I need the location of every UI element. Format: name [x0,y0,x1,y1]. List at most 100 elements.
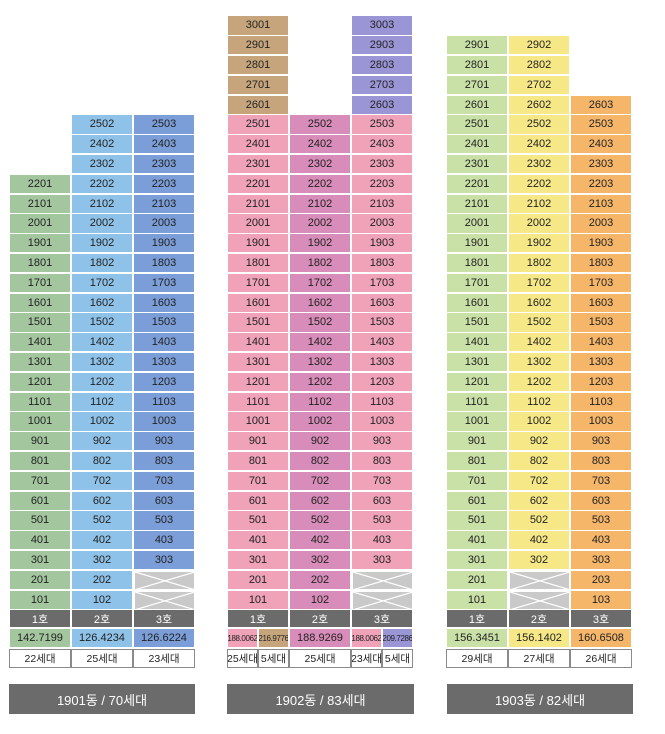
unit-cell[interactable]: 1303 [133,351,195,373]
unit-cell[interactable]: 2701 [227,74,289,95]
unit-cell[interactable]: 3001 [227,15,289,36]
unit-cell[interactable]: 1502 [289,312,351,333]
unit-cell[interactable]: 1401 [9,332,71,353]
unit-cell[interactable]: 2703 [351,74,413,95]
unit-cell[interactable]: 2901 [446,35,508,56]
unit-cell[interactable]: 401 [446,530,508,551]
unit-cell[interactable]: 2103 [133,193,195,214]
unit-cell[interactable]: 2702 [508,74,570,95]
unit-cell[interactable]: 1703 [133,272,195,293]
unit-cell[interactable]: 2802 [508,54,570,76]
unit-cell[interactable]: 2303 [351,153,413,175]
unit-cell[interactable]: 1603 [570,292,632,313]
unit-cell[interactable]: 2302 [508,153,570,175]
unit-cell[interactable]: 601 [446,490,508,511]
unit-cell[interactable]: 1801 [446,252,508,274]
unit-cell[interactable]: 1301 [227,351,289,373]
unit-cell[interactable]: 1203 [570,371,632,392]
unit-cell[interactable]: 1903 [351,233,413,254]
unit-cell[interactable]: 602 [289,490,351,511]
unit-cell[interactable]: 3003 [351,15,413,36]
unit-cell[interactable]: 2502 [289,114,351,135]
unit-cell[interactable]: 501 [227,510,289,531]
unit-cell[interactable]: 703 [351,470,413,491]
unit-cell[interactable]: 2101 [446,193,508,214]
unit-cell[interactable]: 1101 [9,391,71,412]
unit-cell[interactable]: 1602 [289,292,351,313]
unit-cell[interactable]: 1503 [351,312,413,333]
unit-cell[interactable]: 1701 [446,272,508,293]
unit-cell[interactable]: 2201 [446,173,508,194]
unit-cell[interactable]: 1501 [446,312,508,333]
unit-cell[interactable]: 2503 [133,114,195,135]
unit-cell[interactable]: 1903 [133,233,195,254]
unit-cell[interactable]: 1703 [570,272,632,293]
unit-cell[interactable]: 901 [446,431,508,452]
unit-cell[interactable]: 2302 [289,153,351,175]
unit-cell[interactable]: 1102 [508,391,570,412]
unit-cell[interactable]: 302 [289,549,351,571]
unit-cell[interactable]: 1801 [227,252,289,274]
unit-cell[interactable]: 2002 [289,213,351,234]
unit-cell[interactable]: 1803 [133,252,195,274]
unit-cell[interactable]: 1201 [446,371,508,392]
unit-cell[interactable]: 1503 [133,312,195,333]
unit-cell[interactable]: 1501 [227,312,289,333]
unit-cell[interactable]: 702 [289,470,351,491]
unit-cell[interactable]: 1103 [351,391,413,412]
unit-cell[interactable]: 801 [227,450,289,472]
unit-cell[interactable]: 801 [9,450,71,472]
unit-cell[interactable]: 502 [289,510,351,531]
unit-cell[interactable]: 1301 [9,351,71,373]
unit-cell[interactable]: 301 [446,549,508,571]
unit-cell[interactable]: 1302 [289,351,351,373]
unit-cell[interactable]: 1501 [9,312,71,333]
unit-cell[interactable]: 802 [289,450,351,472]
unit-cell[interactable]: 901 [9,431,71,452]
unit-cell[interactable]: 2403 [133,134,195,155]
unit-cell[interactable]: 2301 [446,153,508,175]
unit-cell[interactable]: 403 [351,530,413,551]
unit-cell[interactable]: 1803 [351,252,413,274]
unit-cell[interactable]: 101 [9,589,71,610]
unit-cell[interactable]: 701 [227,470,289,491]
unit-cell[interactable]: 1201 [9,371,71,392]
unit-cell[interactable]: 303 [351,549,413,571]
unit-cell[interactable]: 501 [9,510,71,531]
unit-cell[interactable]: 1503 [570,312,632,333]
unit-cell[interactable]: 1802 [71,252,133,274]
unit-cell[interactable]: 2502 [71,114,133,135]
unit-cell[interactable]: 2102 [508,193,570,214]
unit-cell[interactable]: 2202 [508,173,570,194]
unit-cell[interactable]: 802 [508,450,570,472]
unit-cell[interactable]: 1901 [9,233,71,254]
unit-cell[interactable]: 1803 [570,252,632,274]
unit-cell[interactable]: 1502 [508,312,570,333]
unit-cell[interactable]: 903 [570,431,632,452]
unit-cell[interactable]: 1001 [446,411,508,432]
unit-cell[interactable]: 702 [508,470,570,491]
unit-cell[interactable]: 2303 [133,153,195,175]
unit-cell[interactable]: 1403 [351,332,413,353]
unit-cell[interactable]: 202 [71,569,133,590]
unit-cell[interactable]: 1601 [227,292,289,313]
unit-cell[interactable]: 401 [227,530,289,551]
unit-cell[interactable]: 503 [570,510,632,531]
unit-cell[interactable]: 2603 [570,94,632,115]
unit-cell[interactable]: 1701 [9,272,71,293]
unit-cell[interactable]: 1302 [508,351,570,373]
unit-cell[interactable]: 1002 [71,411,133,432]
unit-cell[interactable]: 1103 [570,391,632,412]
unit-cell[interactable]: 1103 [133,391,195,412]
unit-cell[interactable]: 503 [133,510,195,531]
unit-cell[interactable]: 702 [71,470,133,491]
unit-cell[interactable]: 1001 [9,411,71,432]
unit-cell[interactable]: 1801 [9,252,71,274]
unit-cell[interactable]: 1301 [446,351,508,373]
unit-cell[interactable]: 2001 [446,213,508,234]
unit-cell[interactable]: 101 [227,589,289,610]
unit-cell[interactable]: 301 [227,549,289,571]
unit-cell[interactable]: 603 [570,490,632,511]
unit-cell[interactable]: 1003 [133,411,195,432]
unit-cell[interactable]: 1202 [289,371,351,392]
